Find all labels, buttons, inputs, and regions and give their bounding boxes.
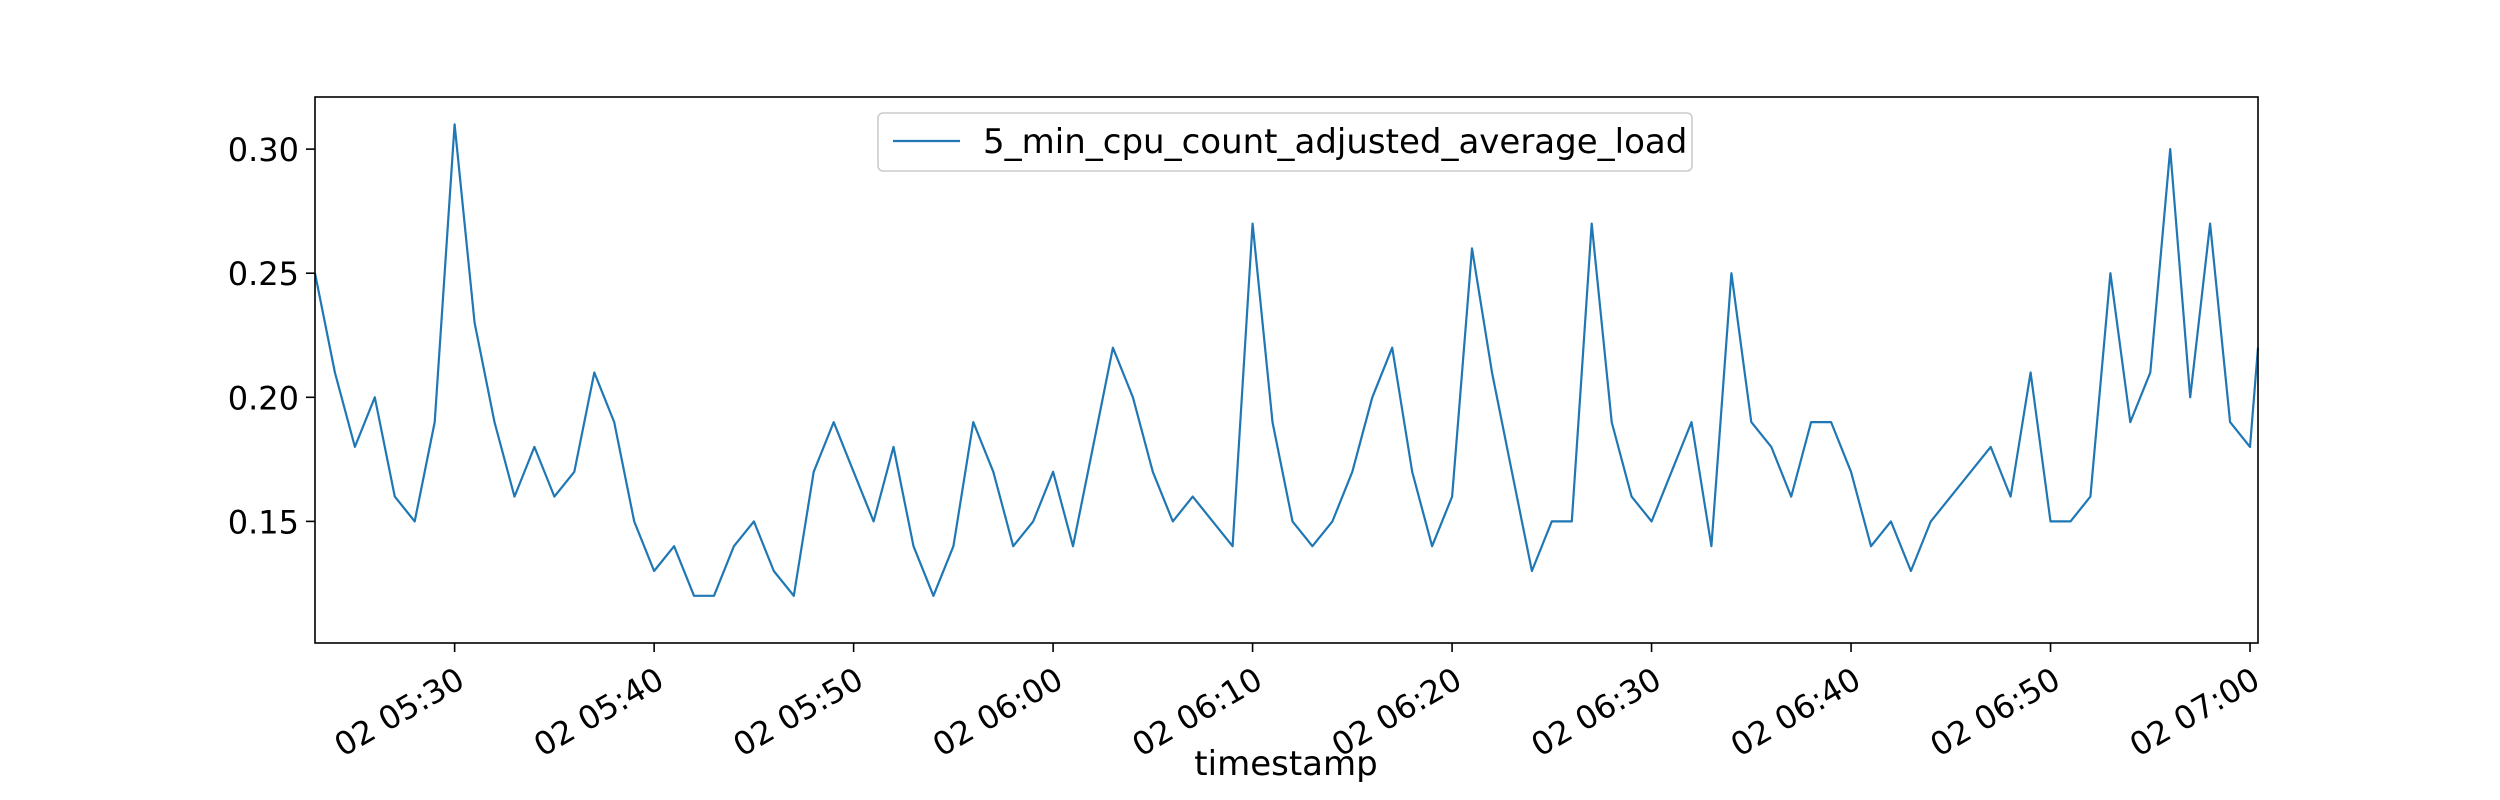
legend: 5_min_cpu_count_adjusted_average_load [877, 112, 1693, 172]
axes-frame [314, 96, 2259, 644]
y-tick-label: 0.20 [228, 379, 299, 417]
series-group [313, 123, 2260, 597]
y-tick-label: 0.25 [228, 255, 299, 293]
y-axis: 0.15 0.20 0.25 0.30 [228, 131, 315, 541]
x-axis-label: timestamp [1194, 744, 1377, 784]
series-line-0 [313, 123, 2260, 597]
y-tick-label: 0.30 [228, 131, 299, 169]
legend-box [877, 112, 1693, 172]
y-tick-label: 0.15 [228, 503, 299, 541]
legend-series-label: 5_min_cpu_count_adjusted_average_load [983, 122, 1687, 162]
